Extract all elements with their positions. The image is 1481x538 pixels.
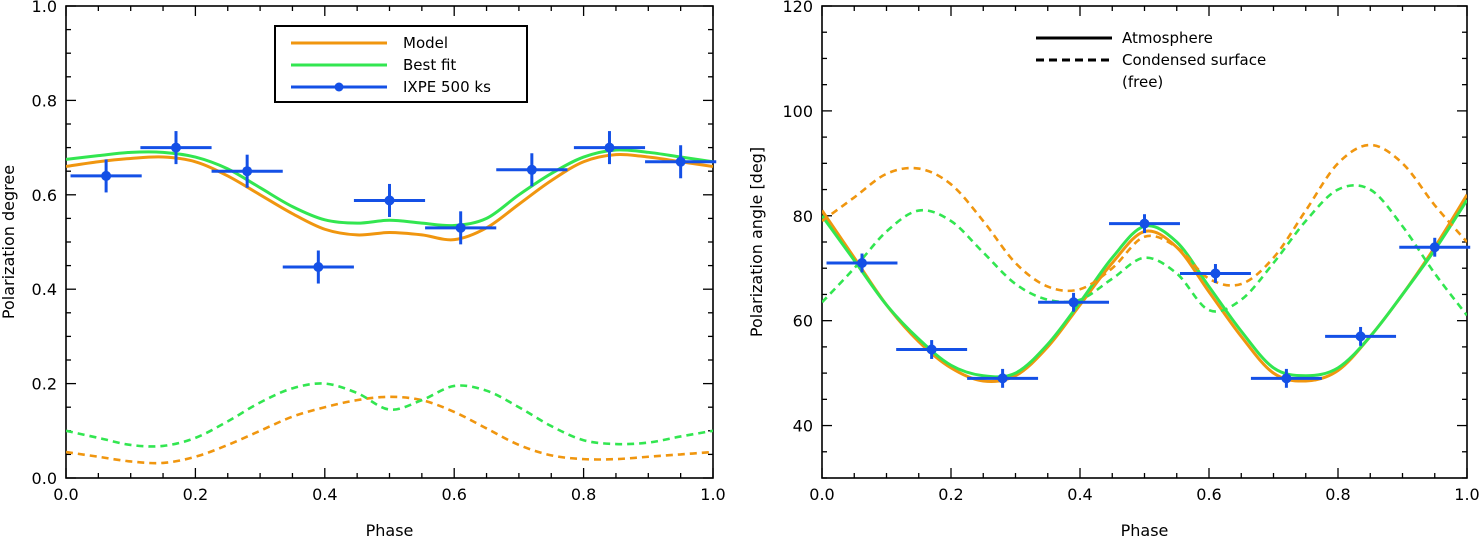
y-tick-label: 0.0 xyxy=(32,469,57,488)
series-line-dashed-bestfit xyxy=(822,183,1467,317)
data-point xyxy=(455,222,466,233)
data-point xyxy=(526,164,537,175)
data-point xyxy=(101,170,112,181)
y-tick-label: 0.2 xyxy=(32,375,57,394)
data-point xyxy=(675,156,686,167)
legend-label: Condensed surface xyxy=(1122,51,1266,69)
x-tick-label: 1.0 xyxy=(1454,485,1479,504)
data-point xyxy=(1281,373,1292,384)
x-tick-label: 0.6 xyxy=(441,485,466,504)
y-tick-label: 80 xyxy=(793,207,813,226)
data-point xyxy=(926,344,937,355)
x-axis-title: Phase xyxy=(366,521,414,538)
series-line-dashed-model xyxy=(66,395,713,465)
data-point xyxy=(384,195,395,206)
x-tick-label: 0.6 xyxy=(1196,485,1221,504)
legend-label: (free) xyxy=(1122,73,1163,91)
y-tick-label: 0.8 xyxy=(32,91,57,110)
x-tick-label: 1.0 xyxy=(700,485,725,504)
data-point xyxy=(1210,268,1221,279)
x-tick-label: 0.8 xyxy=(1325,485,1350,504)
x-axis-title: Phase xyxy=(1121,521,1169,538)
legend-label: IXPE 500 ks xyxy=(403,78,491,96)
data-point xyxy=(242,166,253,177)
legend-label: Model xyxy=(403,34,448,52)
data-point xyxy=(1429,242,1440,253)
y-tick-label: 40 xyxy=(793,417,813,436)
y-tick-label: 0.6 xyxy=(32,186,57,205)
data-point xyxy=(1068,297,1079,308)
polarization-angle-chart: 0.0 0.2 0.4 0.6 0.8 1.0 40 60 80 100 120 Phase Polar… xyxy=(747,0,1480,538)
data-point xyxy=(170,142,181,153)
legend-label: Atmosphere xyxy=(1122,29,1213,47)
legend-label: Best fit xyxy=(403,56,456,74)
data-point xyxy=(1355,331,1366,342)
data-point xyxy=(313,262,324,273)
y-tick-label: 1.0 xyxy=(32,0,57,16)
data-point xyxy=(997,373,1008,384)
x-tick-label: 0.8 xyxy=(571,485,596,504)
data-point xyxy=(1139,218,1150,229)
x-tick-label: 0.2 xyxy=(183,485,208,504)
data-point xyxy=(604,142,615,153)
y-axis-title: Polarization degree xyxy=(0,165,18,319)
x-tick-label: 0.0 xyxy=(809,485,834,504)
y-axis-title: Polarization angle [deg] xyxy=(747,147,766,337)
x-tick-label: 0.0 xyxy=(53,485,78,504)
x-tick-label: 0.4 xyxy=(312,485,337,504)
series-group xyxy=(822,143,1467,384)
series-line-dashed-bestfit xyxy=(66,382,713,448)
series-line-dashed-model xyxy=(822,143,1467,293)
y-tick-label: 60 xyxy=(793,312,813,331)
series-line-solid-model xyxy=(66,153,713,242)
y-tick-label: 120 xyxy=(782,0,813,16)
x-tick-label: 0.2 xyxy=(938,485,963,504)
polarization-degree-chart: 0.0 0.2 0.4 0.6 0.8 1.0 0.0 0.2 0.4 0.6 0.8 1.0 Phas… xyxy=(0,0,726,538)
x-tick-label: 0.4 xyxy=(1067,485,1092,504)
y-tick-label: 0.4 xyxy=(32,280,57,299)
legend-marker xyxy=(334,82,344,92)
data-point xyxy=(856,257,867,268)
y-tick-label: 100 xyxy=(782,102,813,121)
